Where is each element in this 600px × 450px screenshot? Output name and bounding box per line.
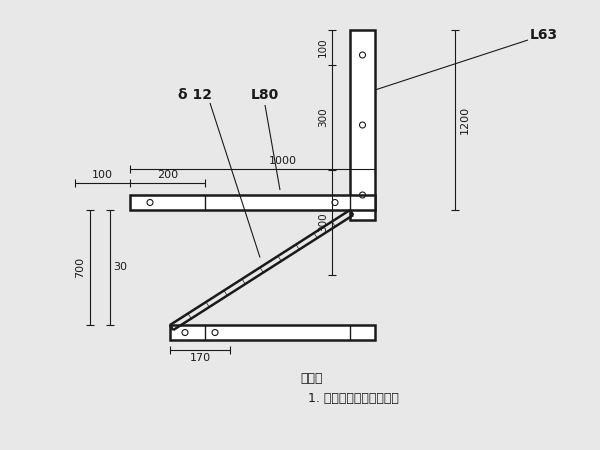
Text: 300: 300 [318, 213, 328, 232]
Text: 170: 170 [190, 353, 211, 363]
Bar [350, 30, 375, 220]
Text: 1200: 1200 [460, 106, 470, 134]
Text: 200: 200 [157, 170, 178, 180]
Text: 700: 700 [75, 257, 85, 278]
Bar [170, 325, 375, 340]
Text: 30: 30 [113, 262, 127, 273]
Text: 1. 图中尺寸均以毫米计。: 1. 图中尺寸均以毫米计。 [308, 392, 399, 405]
Text: L63: L63 [530, 28, 558, 42]
Text: 100: 100 [92, 170, 113, 180]
Text: δ 12: δ 12 [178, 88, 212, 102]
Bar [130, 195, 375, 210]
Text: 300: 300 [318, 108, 328, 127]
Text: 1000: 1000 [269, 156, 296, 166]
Text: 100: 100 [318, 38, 328, 57]
Text: 说明：: 说明： [300, 372, 323, 384]
Text: L80: L80 [251, 88, 279, 102]
